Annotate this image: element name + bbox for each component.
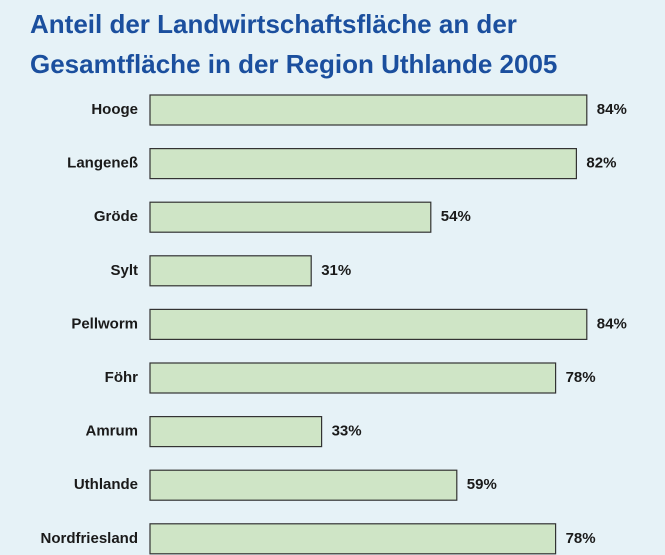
- category-label: Hooge: [91, 101, 138, 118]
- bar: [149, 523, 557, 555]
- bar: [149, 94, 588, 126]
- category-label: Gröde: [94, 208, 138, 225]
- value-label: 59%: [467, 476, 497, 493]
- value-label: 54%: [441, 208, 471, 225]
- category-label: Uthlande: [74, 476, 138, 493]
- value-label: 78%: [566, 530, 596, 547]
- bar: [149, 362, 557, 394]
- category-label: Nordfriesland: [40, 530, 138, 547]
- category-label: Föhr: [105, 369, 138, 386]
- bar: [149, 308, 588, 340]
- bar: [149, 201, 432, 233]
- bar: [149, 255, 312, 287]
- chart-title: Anteil der Landwirtschaftsfläche an der …: [30, 9, 558, 79]
- bar: [149, 148, 577, 180]
- value-label: 78%: [566, 369, 596, 386]
- value-label: 31%: [321, 262, 351, 279]
- bar: [149, 469, 458, 501]
- bar: [149, 416, 323, 448]
- value-label: 33%: [332, 423, 362, 440]
- category-label: Pellworm: [71, 315, 138, 332]
- value-label: 84%: [597, 101, 627, 118]
- category-label: Langeneß: [67, 155, 138, 172]
- category-label: Amrum: [85, 423, 138, 440]
- value-label: 82%: [586, 155, 616, 172]
- category-label: Sylt: [110, 262, 138, 279]
- value-label: 84%: [597, 315, 627, 332]
